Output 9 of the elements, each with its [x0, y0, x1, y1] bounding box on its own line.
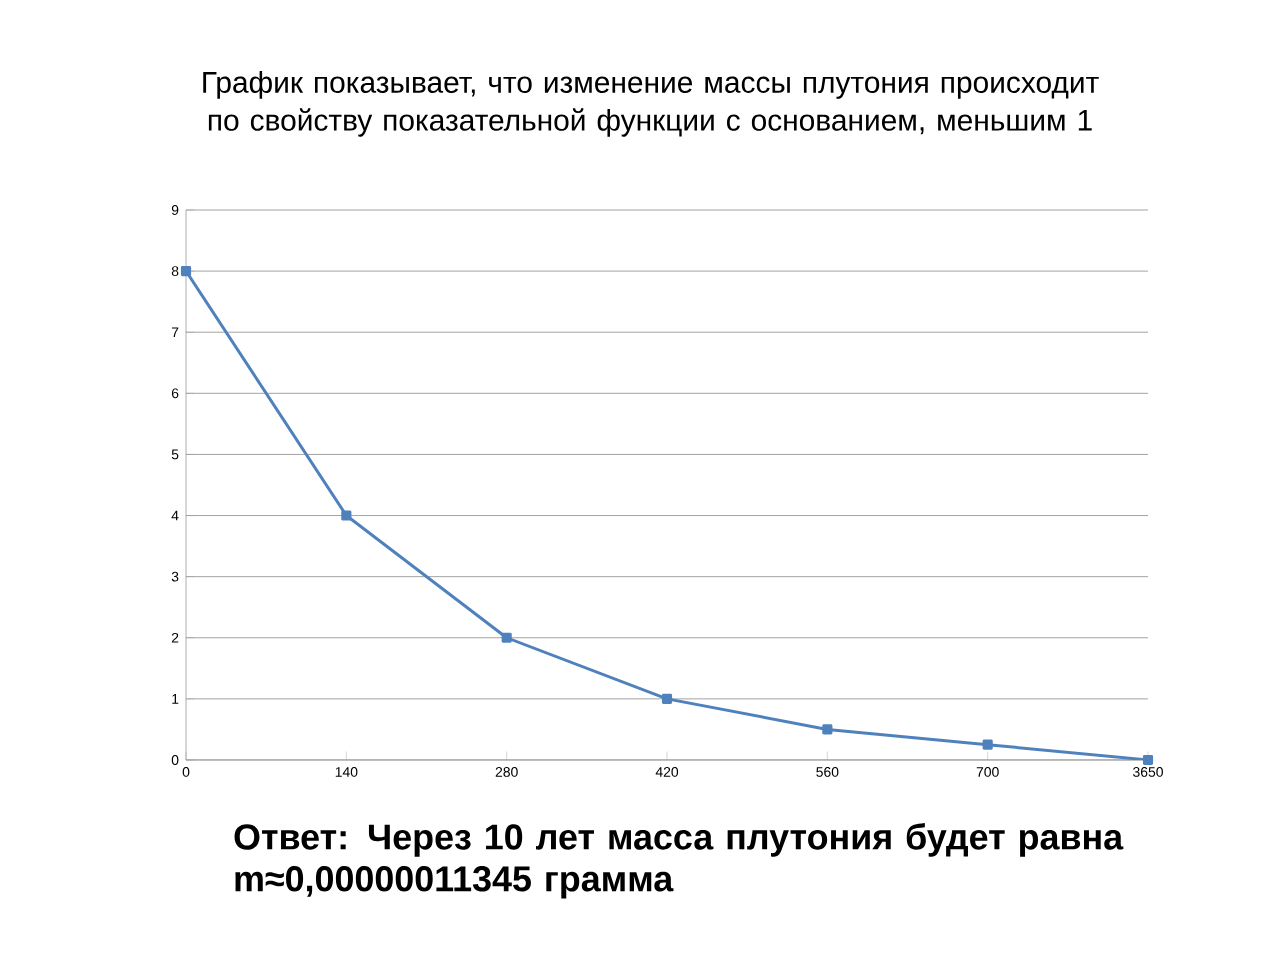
- chart-title: График показывает, что изменение массы плутония происходит по свойству показательной функции с основанием, меньшим 1: [203, 71, 1099, 137]
- point: [501, 632, 512, 643]
- point: [341, 510, 352, 521]
- point: [661, 693, 673, 704]
- point: [180, 266, 192, 277]
- point: [982, 739, 993, 750]
- point: [822, 724, 833, 735]
- text: Ответ: Через 10 лет масса плутония будет равна m≈0,00000011345 грамма: [234, 823, 1124, 899]
- point: [1142, 754, 1154, 766]
